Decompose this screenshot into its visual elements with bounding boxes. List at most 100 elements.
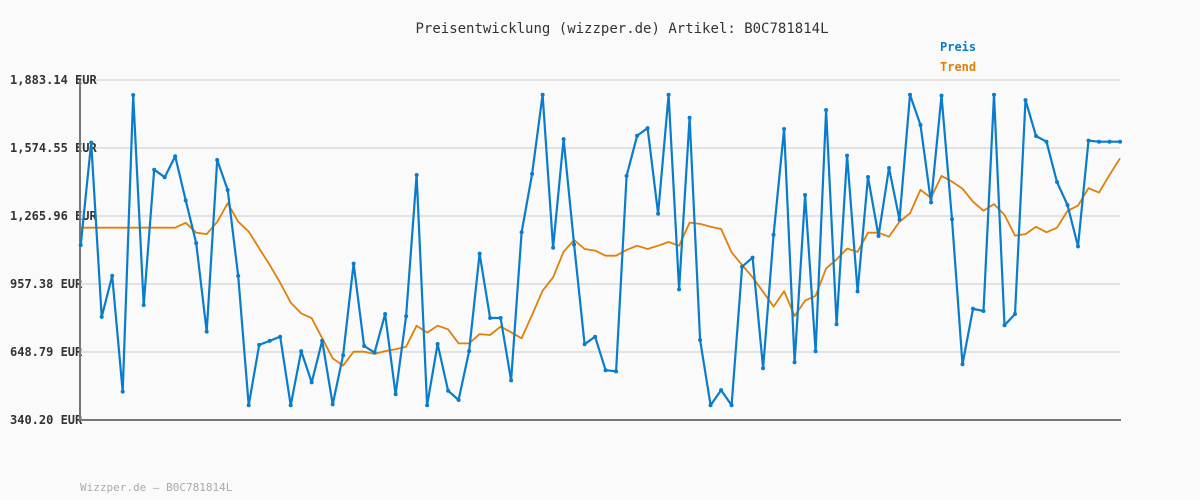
data-point-preis: [540, 92, 545, 97]
data-point-preis: [393, 392, 398, 397]
data-point-preis: [834, 322, 839, 327]
data-point-preis: [1002, 323, 1007, 328]
data-point-preis: [1086, 138, 1091, 143]
data-point-preis: [194, 241, 199, 246]
data-point-preis: [372, 350, 377, 355]
data-point-preis: [992, 92, 997, 97]
data-point-preis: [236, 273, 241, 278]
data-point-preis: [141, 303, 146, 308]
data-point-preis: [824, 107, 829, 112]
data-point-preis: [1055, 180, 1060, 185]
data-point-preis: [1034, 134, 1039, 139]
data-point-preis: [414, 173, 419, 178]
legend-trend: Trend: [940, 60, 976, 74]
data-point-preis: [897, 217, 902, 222]
data-point-preis: [645, 126, 650, 131]
data-point-preis: [488, 316, 493, 321]
data-point-preis: [918, 122, 923, 127]
data-point-preis: [204, 329, 209, 334]
data-point-preis: [981, 308, 986, 313]
data-point-preis: [456, 397, 461, 402]
data-point-preis: [1065, 202, 1070, 207]
data-point-preis: [908, 92, 913, 97]
data-point-preis: [351, 261, 356, 266]
data-point-preis: [446, 388, 451, 393]
data-point-preis: [246, 403, 251, 408]
y-tick-label: 1,883.14 EUR: [10, 73, 97, 87]
data-point-preis: [278, 334, 283, 339]
data-point-preis: [257, 342, 262, 347]
data-point-preis: [341, 353, 346, 358]
data-point-preis: [89, 140, 94, 145]
data-point-preis: [320, 338, 325, 343]
data-point-preis: [467, 349, 472, 354]
data-point-preis: [624, 173, 629, 178]
data-point-preis: [572, 242, 577, 247]
data-point-preis: [614, 369, 619, 374]
data-point-preis: [635, 133, 640, 138]
data-point-preis: [876, 234, 881, 239]
data-point-preis: [813, 349, 818, 354]
y-tick-label: 648.79 EUR: [10, 345, 83, 359]
data-point-preis: [173, 154, 178, 159]
data-point-preis: [362, 344, 367, 349]
data-point-preis: [330, 402, 335, 407]
data-point-preis: [677, 287, 682, 292]
data-point-preis: [131, 93, 136, 98]
data-point-preis: [1118, 139, 1122, 144]
data-point-preis: [183, 198, 188, 203]
y-tick-label: 1,574.55 EUR: [10, 141, 97, 155]
data-point-preis: [950, 217, 955, 222]
data-point-preis: [551, 245, 556, 250]
data-point-preis: [771, 232, 776, 237]
data-point-preis: [162, 175, 167, 180]
data-point-preis: [435, 342, 440, 347]
data-point-preis: [708, 403, 713, 408]
data-point-preis: [498, 316, 503, 321]
data-point-preis: [761, 366, 766, 371]
data-point-preis: [1097, 139, 1102, 144]
data-point-preis: [288, 403, 293, 408]
data-point-preis: [383, 312, 388, 317]
series-layer: [78, 92, 1122, 408]
data-point-preis: [477, 251, 482, 256]
y-tick-label: 957.38 EUR: [10, 277, 83, 291]
y-tick-label: 1,265.96 EUR: [10, 209, 97, 223]
data-point-preis: [99, 314, 104, 319]
data-point-preis: [215, 158, 220, 163]
data-point-preis: [519, 230, 524, 235]
data-point-preis: [729, 403, 734, 408]
legend-preis: Preis: [940, 40, 976, 54]
data-point-preis: [267, 338, 272, 343]
data-point-preis: [425, 403, 430, 408]
data-point-preis: [782, 126, 787, 131]
data-point-preis: [845, 153, 850, 158]
data-point-preis: [404, 314, 409, 319]
data-point-preis: [687, 115, 692, 120]
data-point-preis: [750, 255, 755, 260]
data-point-preis: [561, 137, 566, 142]
series-line-preis: [79, 93, 1120, 407]
data-point-preis: [666, 92, 671, 97]
data-point-preis: [656, 211, 661, 216]
data-point-preis: [740, 264, 745, 269]
data-point-preis: [887, 165, 892, 170]
data-point-preis: [1023, 98, 1028, 103]
data-point-preis: [792, 360, 797, 365]
data-point-preis: [530, 171, 535, 176]
data-point-preis: [309, 380, 314, 385]
chart-title: Preisentwicklung (wizzper.de) Artikel: B…: [415, 21, 828, 37]
series-line-trend: [80, 157, 1121, 367]
data-point-preis: [929, 200, 934, 205]
y-tick-label: 340.20 EUR: [10, 413, 83, 427]
y-axis-ticks: 1,883.14 EUR 1,574.55 EUR 1,265.96 EUR 957.…: [10, 73, 97, 427]
data-point-preis: [855, 289, 860, 294]
data-point-preis: [1013, 312, 1018, 317]
data-point-preis: [120, 389, 125, 394]
data-point-preis: [509, 378, 514, 383]
data-point-preis: [1044, 139, 1049, 144]
footer-credit: Wizzper.de – B0C781814L: [80, 481, 233, 494]
data-point-preis: [603, 368, 608, 373]
data-point-preis: [803, 193, 808, 198]
